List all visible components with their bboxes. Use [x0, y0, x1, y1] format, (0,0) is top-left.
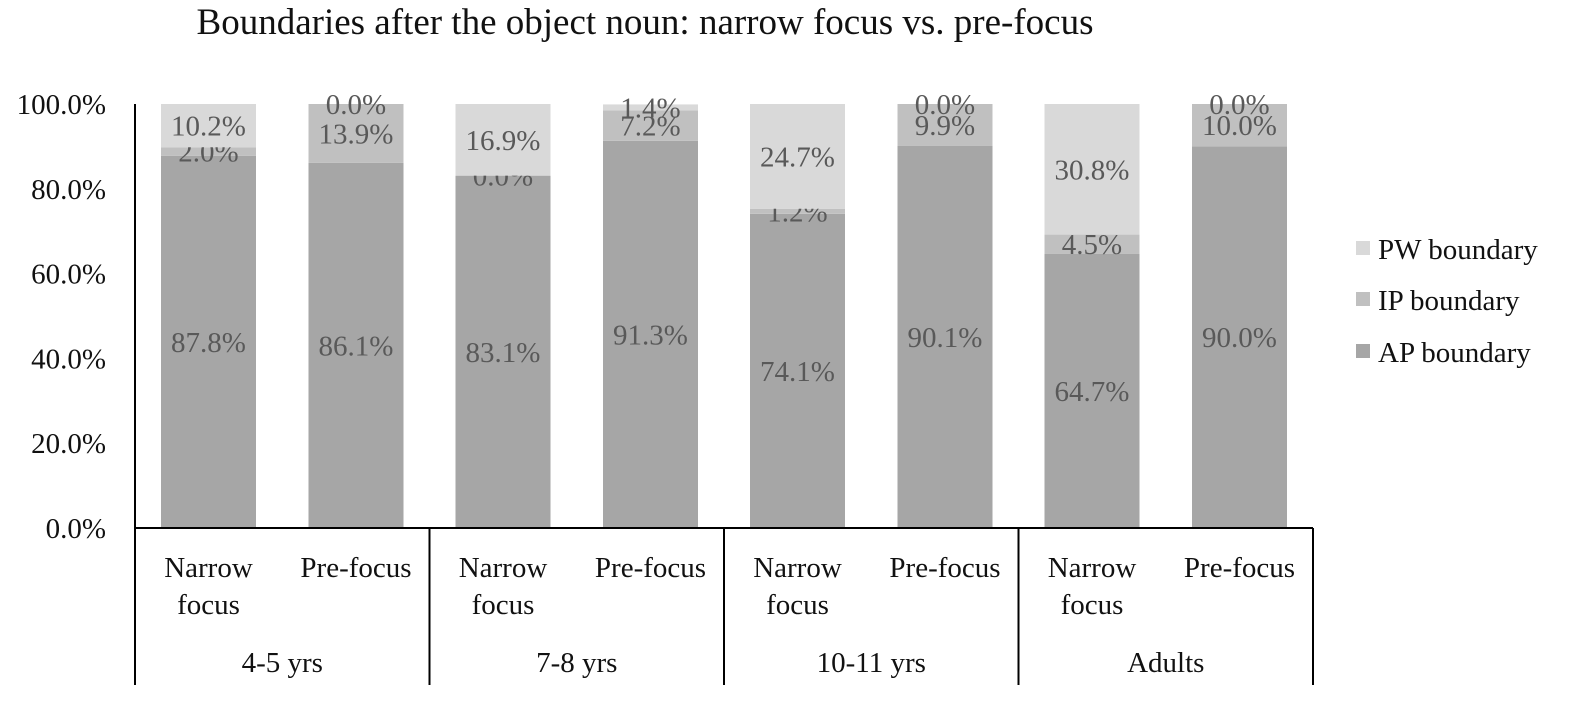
data-label: 86.1%	[319, 330, 394, 362]
bar-segment	[1044, 234, 1140, 254]
bar-segment	[455, 104, 551, 176]
x-tick-label: Pre-focus	[889, 552, 1000, 584]
data-label: 7.2%	[620, 111, 680, 143]
legend-swatch	[1356, 241, 1370, 255]
x-tick-label: focus	[766, 589, 829, 621]
data-label: 90.1%	[908, 322, 983, 354]
data-label: 91.3%	[613, 319, 688, 351]
data-label: 30.8%	[1055, 154, 1130, 186]
bar-segment	[750, 104, 845, 209]
data-label: 16.9%	[466, 125, 541, 157]
data-label: 83.1%	[466, 337, 541, 369]
bar-segment	[308, 104, 404, 163]
data-label: 0.0%	[1209, 89, 1269, 121]
bar-segment	[455, 175, 551, 528]
data-label: 24.7%	[760, 141, 835, 173]
legend-label: IP boundary	[1378, 285, 1520, 317]
bar-segment	[897, 104, 993, 146]
bar-segment	[161, 147, 256, 156]
x-tick-label: Pre-focus	[595, 552, 706, 584]
bar-segment	[603, 140, 698, 528]
data-label: 0.0%	[326, 89, 386, 121]
x-tick-label: Narrow	[164, 552, 253, 584]
bar-segment	[603, 104, 698, 111]
bars-layer: 87.8%2.0%10.2%86.1%13.9%0.0%83.1%0.0%16.…	[161, 89, 1287, 529]
data-label: 13.9%	[319, 118, 394, 150]
data-label: 9.9%	[915, 110, 975, 142]
x-tick-label: Narrow	[459, 552, 548, 584]
bar-segment	[1192, 104, 1287, 147]
bar-segment	[1044, 104, 1140, 235]
bar-segment	[750, 208, 845, 214]
y-tick-label: 0.0%	[46, 513, 106, 545]
x-tick-label: Narrow	[753, 552, 842, 584]
legend-swatch	[1356, 292, 1370, 306]
bar-segment	[308, 162, 404, 528]
data-label: 90.0%	[1202, 322, 1277, 354]
data-label: 64.7%	[1055, 376, 1130, 408]
x-tick-label: focus	[472, 589, 535, 621]
bar-segment	[603, 110, 698, 141]
group-label: 4-5 yrs	[242, 647, 323, 679]
bar-segment	[1192, 146, 1287, 528]
x-tick-label: focus	[1061, 589, 1124, 621]
group-label: 10-11 yrs	[817, 647, 926, 679]
data-label: 10.2%	[171, 111, 246, 143]
y-tick-label: 40.0%	[31, 343, 106, 375]
bar-segment	[161, 104, 256, 148]
bar-segment	[1044, 253, 1140, 528]
y-tick-label: 60.0%	[31, 259, 106, 291]
group-label: 7-8 yrs	[536, 647, 617, 679]
bar-segment	[161, 155, 256, 528]
y-tick-label: 100.0%	[17, 89, 106, 121]
data-label: 74.1%	[760, 356, 835, 388]
legend: PW boundary IP boundary AP boundary	[1356, 234, 1538, 369]
bar-segment	[897, 145, 993, 528]
legend-label: PW boundary	[1378, 234, 1538, 266]
data-label: 10.0%	[1202, 110, 1277, 142]
x-tick-label: focus	[177, 589, 240, 621]
data-label: 0.0%	[915, 89, 975, 121]
data-label: 1.4%	[620, 92, 680, 124]
legend-label: AP boundary	[1378, 337, 1531, 369]
chart-title: Boundaries after the object noun: narrow…	[197, 2, 1094, 43]
x-tick-label: Pre-focus	[300, 552, 411, 584]
y-tick-label: 20.0%	[31, 428, 106, 460]
group-label: Adults	[1127, 647, 1204, 679]
bar-segment	[750, 213, 845, 529]
axes-layer: 0.0% 20.0% 40.0% 60.0% 80.0% 100.0% Narrow focu…	[17, 89, 1314, 685]
y-tick-label: 80.0%	[31, 174, 106, 206]
legend-swatch	[1356, 344, 1370, 358]
x-tick-label: Pre-focus	[1184, 552, 1295, 584]
x-tick-label: Narrow	[1048, 552, 1137, 584]
data-label: 87.8%	[171, 327, 246, 359]
